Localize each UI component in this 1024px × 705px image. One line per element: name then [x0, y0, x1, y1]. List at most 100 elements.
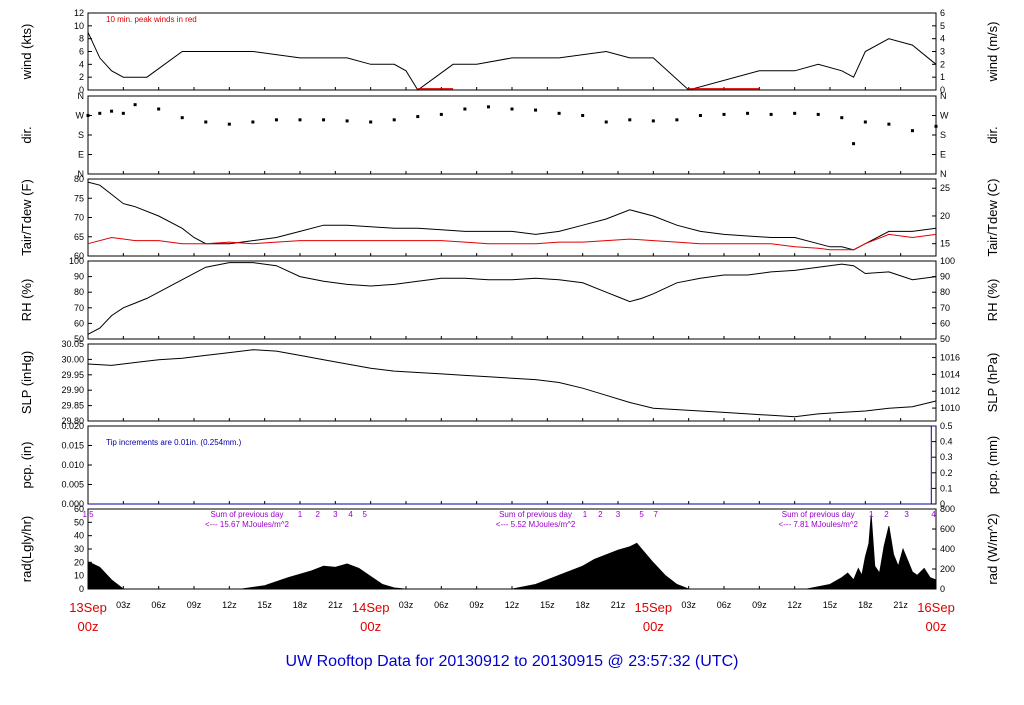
y-axis-label-left: wind (kts) — [19, 24, 34, 81]
y-tick-label-left: 0.000 — [61, 499, 84, 509]
panel-6: pcp. (in) pcp. (mm) 0.000 0.005 0.010 0.015 0.… — [19, 421, 1000, 509]
y-tick-label-left: W — [76, 111, 85, 121]
dir-point — [157, 107, 161, 111]
rad-hour-marker: 5 — [363, 510, 368, 519]
rad-hour-marker: 1 — [583, 510, 588, 519]
y-tick-label-left: 30 — [74, 544, 84, 554]
hour-tick-label: 06z — [434, 600, 449, 610]
series-rad — [87, 514, 937, 590]
hour-tick-label: 09z — [187, 600, 202, 610]
day-label-date: 16Sep — [917, 600, 955, 615]
footer-title: UW Rooftop Data for 20130912 to 20130915… — [286, 653, 739, 670]
panel-frame — [87, 260, 937, 340]
y-tick-label-left: 10 — [74, 571, 84, 581]
dir-point — [698, 114, 702, 117]
hour-tick-label: 09z — [469, 600, 484, 610]
rad-sum-label: Sum of previous day — [211, 510, 284, 519]
dir-point — [486, 105, 490, 109]
panel-4: RH (%) RH (%) 50 60 70 80 90 100 50 60 70 80 90 100 — [19, 256, 1000, 344]
dir-point — [251, 120, 255, 124]
y-tick-label-left: 70 — [74, 303, 84, 313]
y-tick-label-left: S — [78, 130, 84, 140]
y-tick-label-right: 0 — [940, 499, 945, 509]
hour-tick-label: 03z — [399, 600, 414, 610]
y-axis-label-right: Tair/Tdew (C) — [985, 178, 1000, 256]
y-tick-label-left: 8 — [79, 34, 84, 44]
y-tick-label-left: 60 — [74, 318, 84, 328]
y-tick-label-right: 0.5 — [940, 421, 953, 431]
dir-point — [463, 107, 467, 111]
y-tick-label-left: 6 — [79, 47, 84, 57]
hour-tick-label: 12z — [787, 600, 802, 610]
y-tick-label-left: 0.005 — [61, 480, 84, 490]
y-tick-label-right: 2 — [940, 59, 945, 69]
y-tick-label-right: 70 — [940, 303, 950, 313]
hour-tick-label: 06z — [717, 600, 732, 610]
y-axis-label-left: SLP (inHg) — [19, 351, 34, 414]
day-label-date: 15Sep — [635, 600, 673, 615]
y-tick-label-left: 80 — [74, 174, 84, 184]
y-tick-label-left: 0.010 — [61, 460, 84, 470]
day-label-time: 00z — [360, 619, 381, 634]
y-tick-label-left: 90 — [74, 272, 84, 282]
y-tick-label-left: 10 — [74, 21, 84, 31]
y-tick-label-left: 12 — [74, 8, 84, 18]
series-Tdew — [87, 233, 937, 251]
hour-tick-label: 18z — [293, 600, 308, 610]
y-tick-label-left: N — [78, 91, 85, 101]
y-tick-label-right: 6 — [940, 8, 945, 18]
dir-point — [298, 118, 302, 122]
day-label-time: 00z — [643, 619, 664, 634]
y-tick-label-right: 600 — [940, 524, 955, 534]
hour-tick-label: 15z — [823, 600, 838, 610]
hour-tick-label: 06z — [151, 600, 166, 610]
rad-hour-marker: 3 — [904, 510, 909, 519]
panel-frame — [87, 178, 937, 257]
day-label-date: 13Sep — [69, 600, 107, 615]
hour-tick-label: 09z — [752, 600, 767, 610]
y-tick-label-right: N — [940, 169, 947, 179]
y-tick-label-left: 29.85 — [61, 401, 84, 411]
series-Tair — [87, 181, 937, 251]
dir-point — [227, 122, 231, 126]
series-wind — [87, 32, 937, 91]
panel-3: Tair/Tdew (F) Tair/Tdew (C) 60 65 70 75 80 15 20… — [19, 174, 1000, 261]
dir-point — [557, 111, 561, 115]
y-tick-label-right: 1012 — [940, 386, 960, 396]
dir-point — [98, 111, 102, 115]
hour-tick-label: 03z — [681, 600, 696, 610]
y-tick-label-right: 20 — [940, 211, 950, 221]
hour-tick-label: 15z — [257, 600, 272, 610]
y-tick-label-right: 60 — [940, 318, 950, 328]
y-tick-label-left: E — [78, 150, 84, 160]
y-tick-label-right: 80 — [940, 287, 950, 297]
rad-hour-marker: 7 — [653, 510, 658, 519]
y-tick-label-left: 4 — [79, 59, 84, 69]
y-tick-label-right: 15 — [940, 239, 950, 249]
day-label-time: 00z — [926, 619, 947, 634]
y-tick-label-right: 0.2 — [940, 468, 953, 478]
series-RH — [87, 262, 937, 335]
y-tick-label-left: N — [78, 169, 85, 179]
y-axis-label-right: RH (%) — [985, 279, 1000, 322]
y-tick-label-left: 0 — [79, 85, 84, 95]
dir-point — [852, 142, 856, 146]
y-axis-label-left: rad(Lgly/hr) — [19, 516, 34, 582]
dir-point — [416, 115, 420, 119]
y-tick-label-left: 30.00 — [61, 354, 84, 364]
panel-5: SLP (inHg) SLP (hPa) 29.80 29.85 29.90 29.95 3… — [19, 339, 1000, 426]
y-tick-label-left: 0.015 — [61, 441, 84, 451]
dir-point — [86, 114, 90, 117]
rad-hour-marker: 4 — [931, 510, 936, 519]
dir-point — [510, 107, 514, 111]
y-tick-label-right: 5 — [940, 21, 945, 31]
dir-point — [722, 112, 726, 116]
rad-hour-marker: 1 — [298, 510, 303, 519]
y-tick-label-right: 0 — [940, 85, 945, 95]
y-tick-label-right: N — [940, 91, 947, 101]
y-tick-label-right: 4 — [940, 34, 945, 44]
y-tick-label-left: 30.05 — [61, 339, 84, 349]
dir-point — [581, 114, 585, 117]
